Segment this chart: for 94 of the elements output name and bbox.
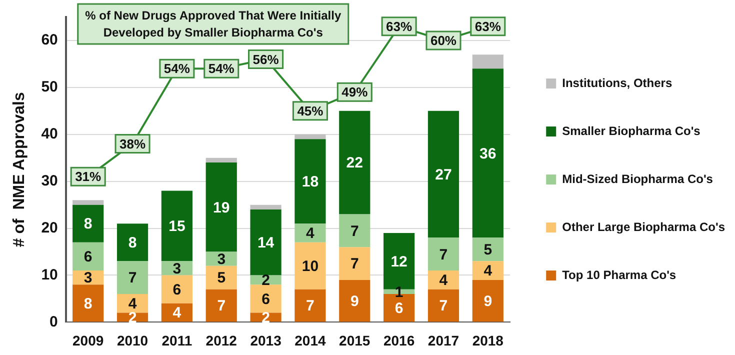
bar — [428, 238, 460, 271]
bar — [472, 68, 504, 238]
data-label: 2 — [262, 272, 270, 290]
data-label: 18 — [302, 173, 319, 190]
y-tick-label: 10 — [41, 266, 58, 284]
bar — [72, 284, 104, 322]
bar — [428, 110, 460, 238]
data-label: 9 — [484, 292, 492, 310]
data-label: 4 — [306, 225, 316, 242]
data-label: 27 — [435, 166, 452, 184]
data-label: 7 — [439, 246, 448, 264]
data-label: 7 — [350, 222, 359, 240]
data-label: 7 — [306, 298, 314, 315]
data-label: 7 — [217, 298, 226, 315]
x-tick-label: 2016 — [383, 332, 415, 348]
data-label: 7 — [439, 298, 448, 315]
bar — [294, 242, 326, 290]
bar — [161, 190, 192, 262]
y-axis-title: # of NME Approvals — [11, 92, 28, 248]
bar — [250, 204, 282, 210]
bar — [472, 261, 504, 280]
bar — [116, 294, 148, 313]
bar — [294, 289, 326, 322]
data-label: 6 — [172, 281, 182, 298]
bar — [339, 110, 370, 214]
x-tick-label: 2014 — [294, 332, 326, 348]
data-label: 3 — [84, 270, 92, 287]
data-label: 36 — [480, 145, 496, 162]
bar — [161, 275, 192, 304]
data-label: 7 — [128, 270, 137, 287]
x-tick-label: 2011 — [162, 332, 192, 348]
bar — [472, 238, 504, 262]
bar — [116, 224, 148, 262]
x-tick-label: 2015 — [339, 332, 370, 348]
data-label: 10 — [302, 258, 319, 275]
data-label: 6 — [262, 290, 270, 308]
bar — [472, 54, 504, 69]
data-label: 7 — [350, 256, 359, 273]
y-tick-label: 50 — [41, 78, 58, 96]
bar — [294, 134, 326, 140]
data-label: 15 — [168, 218, 186, 236]
data-label: 3 — [217, 250, 226, 268]
data-label: 5 — [484, 242, 492, 259]
data-label: 6 — [394, 300, 404, 318]
bar — [72, 200, 104, 205]
bar — [339, 280, 370, 322]
bar — [294, 224, 326, 242]
data-label: 3 — [172, 260, 182, 278]
bar — [250, 284, 282, 313]
y-tick-label: 0 — [50, 313, 58, 330]
x-tick-label: 2009 — [72, 332, 104, 348]
data-label: 2 — [262, 309, 270, 326]
data-label: 5 — [217, 270, 226, 287]
legend-label: Smaller Biopharma Co's — [562, 124, 701, 138]
data-label: 4 — [172, 304, 182, 322]
data-label: 8 — [128, 234, 137, 252]
bar — [206, 289, 237, 322]
x-tick-label: 2010 — [116, 332, 148, 348]
bar — [250, 210, 282, 276]
bar — [472, 280, 504, 322]
y-tick-label: 20 — [41, 219, 58, 236]
data-label: 8 — [84, 216, 92, 233]
x-tick-label: 2012 — [206, 332, 238, 348]
bar — [206, 162, 237, 252]
y-tick-label: 60 — [41, 32, 58, 49]
data-label: 12 — [390, 253, 408, 270]
legend-label: Mid-Sized Biopharma Co's — [562, 172, 714, 186]
legend-label: Other Large Biopharma Co's — [562, 220, 726, 234]
bar — [339, 247, 370, 280]
data-label: 14 — [257, 234, 275, 252]
data-label: 4 — [484, 262, 493, 280]
bar — [72, 242, 104, 271]
data-label: 19 — [213, 199, 230, 216]
bar — [428, 289, 460, 322]
bar — [72, 204, 104, 242]
bar — [206, 158, 237, 163]
bar — [294, 139, 326, 224]
data-label: 6 — [84, 248, 92, 266]
legend-label: Top 10 Pharma Co's — [562, 268, 676, 282]
y-tick-label: 40 — [41, 126, 58, 143]
x-tick-label: 2018 — [472, 332, 504, 348]
data-label: 9 — [350, 292, 359, 310]
bar — [339, 214, 370, 248]
y-tick-label: 30 — [41, 172, 58, 190]
annotation: % of New Drugs Approved That Were Initially Developed by Smaller Biopharma Co's — [85, 8, 342, 40]
x-tick-label: 2013 — [250, 332, 282, 348]
bar — [428, 270, 460, 290]
bar — [116, 261, 148, 294]
data-label: 22 — [346, 154, 363, 172]
data-label: 4 — [439, 272, 448, 290]
bar — [206, 266, 237, 290]
data-label: 8 — [84, 295, 92, 312]
legend-label: Institutions, Others — [562, 76, 672, 90]
x-tick-label: 2017 — [428, 332, 460, 348]
